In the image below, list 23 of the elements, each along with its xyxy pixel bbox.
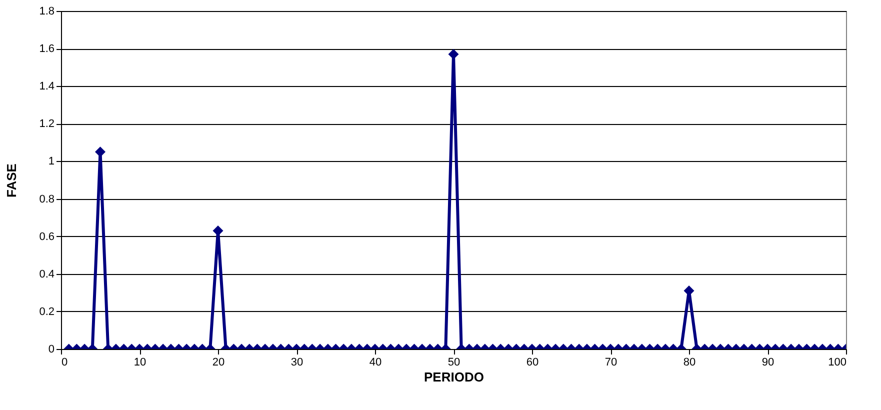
y-tick-label: 1.6 (39, 43, 54, 56)
y-axis-title: FASE (4, 163, 20, 198)
x-tick-label: 100 (828, 356, 846, 368)
x-tick-label: 0 (62, 356, 68, 368)
y-tick-label: 0.4 (39, 268, 54, 280)
y-tick-label: 0 (48, 344, 54, 356)
x-axis-title: PERIODO (424, 370, 484, 384)
x-tick-label: 10 (134, 356, 146, 368)
y-tick-label: 0.6 (39, 230, 54, 243)
y-tick-label: 1.2 (39, 118, 54, 130)
x-tick-label: 70 (604, 356, 618, 368)
x-tick-label: 60 (526, 356, 539, 368)
y-tick-label: 0.8 (39, 193, 54, 206)
y-tick-label: 1 (48, 156, 54, 168)
x-tick-label: 90 (762, 356, 774, 368)
y-tick-label: 0.2 (39, 306, 54, 318)
y-tick-label: 1.4 (39, 80, 54, 93)
x-tick-label: 80 (683, 356, 696, 368)
y-tick-label: 1.8 (39, 6, 54, 18)
x-tick-label: 20 (212, 356, 225, 368)
x-tick-label: 50 (448, 356, 460, 368)
x-tick-label: 40 (369, 356, 382, 368)
x-tick-label: 30 (290, 356, 304, 368)
